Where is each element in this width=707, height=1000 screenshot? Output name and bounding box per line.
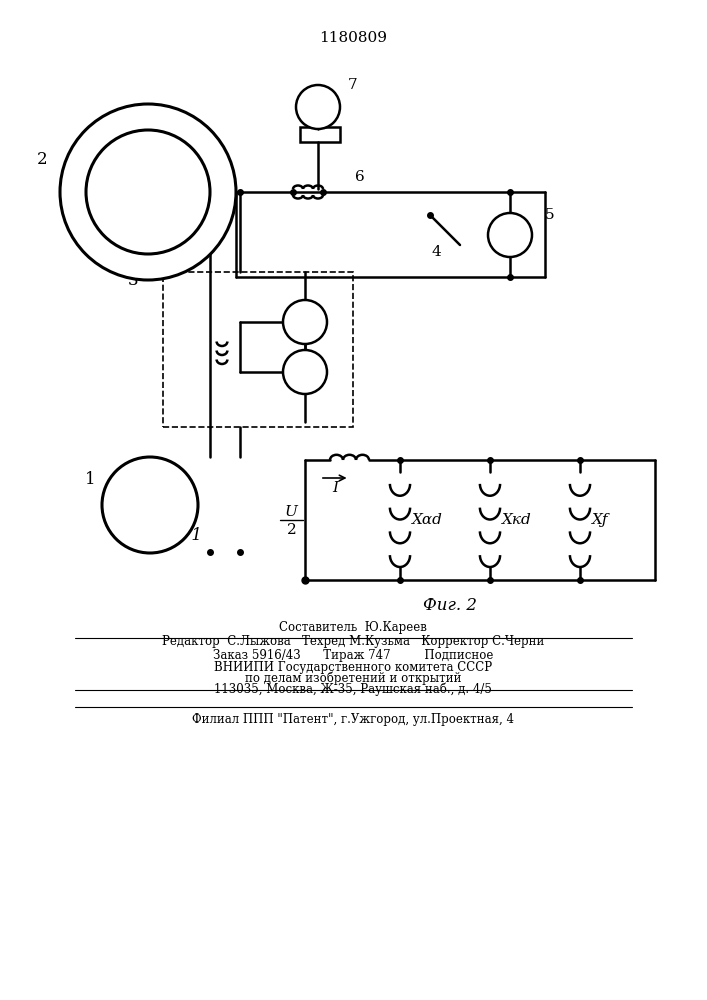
Text: A: A [300,365,310,379]
Text: 113035, Москва, Ж-35, Раушская наб., д. 4/5: 113035, Москва, Ж-35, Раушская наб., д. … [214,682,492,696]
Bar [300,127,340,142]
Text: ВНИИПИ Государственного комитета СССР: ВНИИПИ Государственного комитета СССР [214,660,492,674]
Bar [163,272,353,427]
Text: 3: 3 [127,272,138,289]
Text: I: I [332,481,338,495]
Text: Филиал ППП "Патент", г.Ужгород, ул.Проектная, 4: Филиал ППП "Патент", г.Ужгород, ул.Проек… [192,712,514,726]
Text: по делам изобретений и открытий: по делам изобретений и открытий [245,671,461,685]
Text: Xкd: Xкd [502,513,532,527]
Text: U: U [284,505,297,519]
Circle shape [283,350,327,394]
Text: V: V [300,315,310,329]
Text: Редактор  С.Лыжова   Техред М.Кузьма   Корректор С.Черни: Редактор С.Лыжова Техред М.Кузьма Коррек… [162,636,544,648]
Circle shape [60,104,236,280]
Circle shape [86,130,210,254]
Text: 1: 1 [85,472,95,488]
Text: Xƒ: Xƒ [592,513,609,527]
Circle shape [488,213,532,257]
Text: A: A [313,100,323,114]
Text: V: V [505,228,515,242]
Text: Составитель  Ю.Кареев: Составитель Ю.Кареев [279,620,427,634]
Circle shape [283,300,327,344]
Text: Xαd: Xαd [412,513,443,527]
Text: Заказ 5916/43      Тираж 747         Подписное: Заказ 5916/43 Тираж 747 Подписное [213,650,493,662]
Text: Фиг. 2: Фиг. 2 [423,596,477,613]
Text: 7: 7 [348,78,358,92]
Text: 2: 2 [37,151,47,168]
Circle shape [102,457,198,553]
Text: 2: 2 [287,523,297,537]
Text: 1180809: 1180809 [319,31,387,45]
Circle shape [296,85,340,129]
Text: 6: 6 [355,170,365,184]
Text: 4: 4 [432,245,442,259]
Text: 5: 5 [545,208,554,222]
Text: Фиг. 1: Фиг. 1 [148,526,202,544]
